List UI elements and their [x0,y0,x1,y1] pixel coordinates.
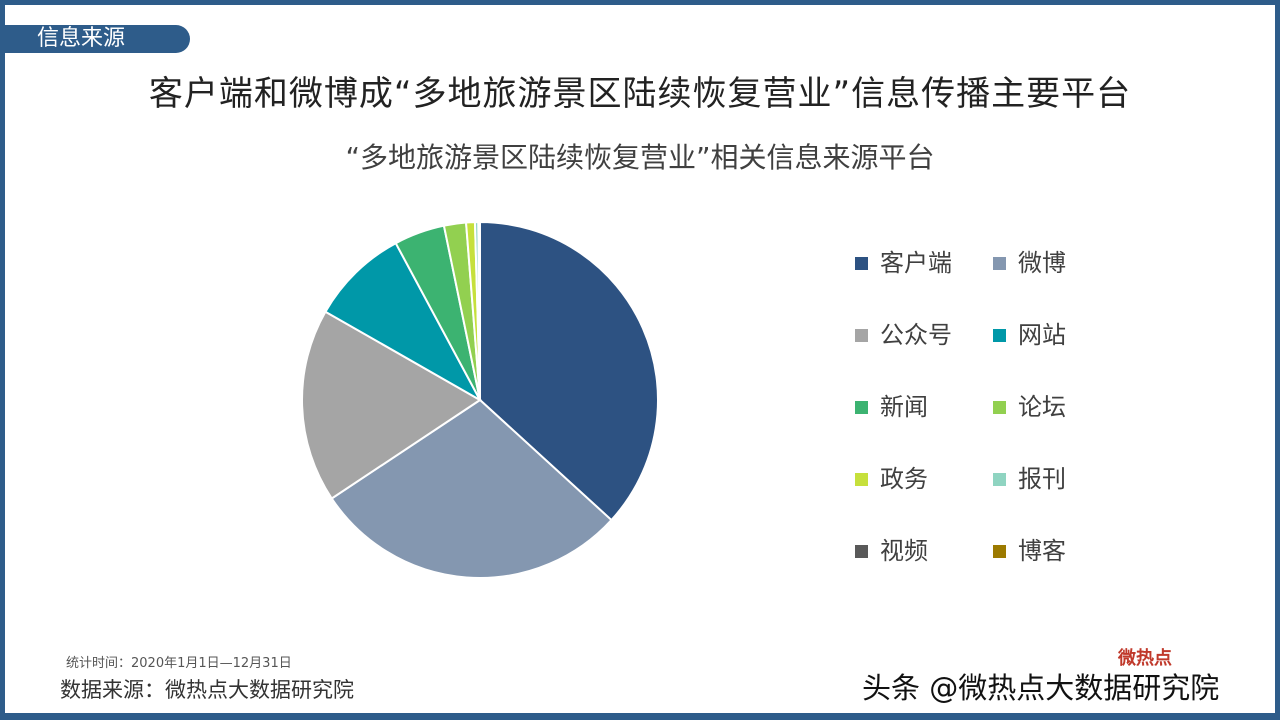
legend-swatch [855,257,868,270]
legend-label: 微博 [1018,249,1066,277]
legend-item-5: 新闻 [855,390,993,462]
legend-item-7: 政务 [855,462,993,534]
legend-item-3: 公众号 [855,318,993,390]
legend-label: 客户端 [880,249,952,277]
legend-item-6: 论坛 [993,390,1115,462]
legend-item-4: 网站 [993,318,1115,390]
section-tag: 信息来源 [5,25,190,53]
pie-chart [301,220,659,579]
legend-label: 论坛 [1018,393,1066,421]
legend-item-9: 视频 [855,534,993,606]
legend-label: 博客 [1018,537,1066,565]
pie-slice-10 [478,220,481,401]
legend-swatch [855,401,868,414]
legend-swatch [855,329,868,342]
chart-title: “多地旅游景区陆续恢复营业”相关信息来源平台 [345,141,935,174]
legend-swatch [855,473,868,486]
legend-label: 政务 [880,465,928,493]
legend-item-10: 博客 [993,534,1115,606]
pie-slice-1 [479,220,659,522]
pie-slice-3 [301,310,482,500]
pie-slice-2 [330,398,613,579]
legend-label: 公众号 [880,321,952,349]
legend-label: 报刊 [1018,465,1066,493]
legend-swatch [993,401,1006,414]
stat-time: 统计时间：2020年1月1日—12月31日 [66,656,292,671]
page-headline: 客户端和微博成“多地旅游景区陆续恢复营业”信息传播主要平台 [148,74,1132,114]
legend-label: 新闻 [880,393,928,421]
legend-label: 网站 [1018,321,1066,349]
watermark: 头条 @微热点大数据研究院 [862,671,1220,705]
legend-swatch [993,473,1006,486]
legend-swatch [855,545,868,558]
chart-legend: 客户端 微博公众号 网站新闻 论坛政务 报刊视频 博客 [855,246,1115,606]
legend-label: 视频 [880,537,928,565]
legend-swatch [993,329,1006,342]
legend-swatch [993,545,1006,558]
legend-item-8: 报刊 [993,462,1115,534]
legend-item-1: 客户端 [855,246,993,318]
legend-item-2: 微博 [993,246,1115,318]
legend-swatch [993,257,1006,270]
pie-slice-4 [324,241,483,403]
watermark-logo: 微热点 [1118,648,1172,669]
data-source: 数据来源：微热点大数据研究院 [60,678,354,702]
